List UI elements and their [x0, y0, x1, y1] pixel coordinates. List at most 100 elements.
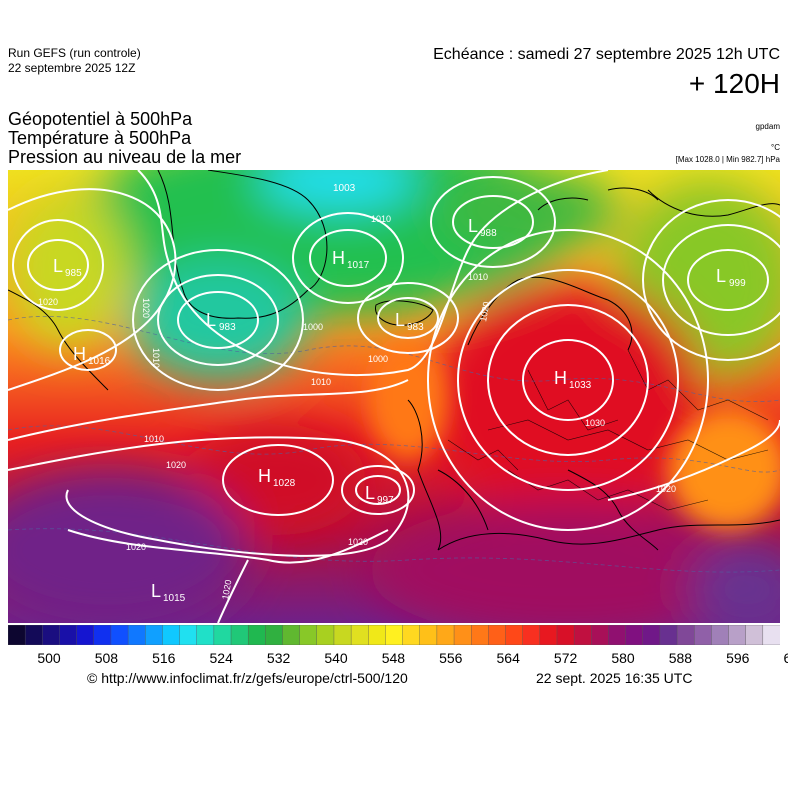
svg-text:L: L — [151, 581, 161, 601]
svg-text:L: L — [468, 216, 478, 236]
credit-url: © http://www.infoclimat.fr/z/gefs/europe… — [87, 670, 408, 686]
labrador-sea-low: L 983 — [206, 310, 236, 333]
biscay-west-low: L 997 — [365, 483, 394, 506]
isobar-label: 1000 — [303, 322, 323, 332]
unit-temperature: °C — [771, 143, 780, 152]
atlantic-high: H 1028 — [258, 466, 296, 489]
svg-text:988: 988 — [480, 228, 497, 239]
colorbar-tick-label: 588 — [668, 650, 693, 666]
colorbar-swatch — [591, 624, 610, 646]
colorbar-swatch — [385, 624, 404, 646]
max-min-pressure: [Max 1028.0 | Min 982.7] hPa — [675, 155, 780, 164]
colorbar-swatch — [93, 624, 112, 646]
svg-text:997: 997 — [377, 495, 394, 506]
svg-text:1017: 1017 — [347, 260, 370, 271]
colorbar-swatch — [694, 624, 713, 646]
svg-text:1016: 1016 — [88, 356, 111, 367]
svg-text:L: L — [206, 310, 216, 330]
colorbar-swatch — [196, 624, 215, 646]
parameter-temperature: Température à 500hPa — [8, 128, 192, 148]
run-title: Run GEFS (run controle) — [8, 46, 141, 60]
colorbar-swatch — [608, 624, 627, 646]
isobar-label: 1020 — [478, 301, 491, 322]
colorbar-tick-label: 532 — [266, 650, 291, 666]
colorbar-tick-label: 604 — [783, 650, 788, 666]
colorbar-tick-label: 596 — [726, 650, 750, 666]
isobar-label: 1020 — [348, 537, 368, 547]
isobar-label: 1030 — [585, 418, 605, 428]
forecast-valid-time: Echéance : samedi 27 septembre 2025 12h … — [433, 46, 780, 63]
isobar-label: 1020 — [656, 484, 676, 494]
svg-text:983: 983 — [219, 322, 236, 333]
colorbar-swatch — [642, 624, 661, 646]
colorbar-swatch — [522, 624, 541, 646]
colorbar-swatch — [659, 624, 678, 646]
svalbard-low: L 988 — [468, 216, 497, 239]
isobar-label: 1010 — [311, 377, 331, 387]
colorbar-tick-label: 564 — [496, 650, 520, 666]
colorbar-swatch — [282, 624, 301, 646]
colorbar-swatch — [247, 624, 267, 646]
colorbar-swatch — [7, 624, 26, 646]
colorbar-swatch — [762, 624, 781, 646]
colorbar-swatch — [179, 624, 198, 646]
colorbar-tick-label: 500 — [37, 650, 61, 666]
colorbar-tick-label: 548 — [381, 650, 406, 666]
colorbar-tick-label: 572 — [553, 650, 578, 666]
temperature-colorbar — [7, 624, 781, 646]
colorbar-swatch — [59, 624, 78, 646]
colorbar-swatch — [162, 624, 181, 646]
colorbar-swatch — [213, 624, 232, 646]
isobar-label: 1020 — [166, 460, 186, 470]
colorbar-tick-label: 508 — [94, 650, 119, 666]
colorbar-swatch — [24, 624, 44, 646]
colorbar-swatch — [471, 624, 490, 646]
isobar-label: 1000 — [368, 354, 388, 364]
colorbar-tick-label: 540 — [324, 650, 348, 666]
svg-text:H: H — [258, 466, 271, 486]
isobar-label: 1020 — [220, 579, 233, 600]
colorbar-swatch — [419, 624, 438, 646]
greenland-west-low: L 985 — [53, 256, 82, 279]
colorbar-swatch — [42, 624, 61, 646]
colorbar-swatch — [625, 624, 644, 646]
weather-map: 1010 1020 1000 1020 1010 1010 1000 1010 … — [8, 170, 780, 623]
svg-text:H: H — [554, 368, 567, 388]
svg-text:1015: 1015 — [163, 593, 186, 604]
isobar-label: 1010 — [144, 434, 164, 444]
colorbar-swatch — [728, 624, 747, 646]
colorbar-tick-label: 580 — [611, 650, 635, 666]
colorbar-tick-label: 556 — [439, 650, 463, 666]
run-date: 22 septembre 2025 12Z — [8, 61, 136, 75]
colorbar-swatch — [368, 624, 387, 646]
colorbar-swatch — [110, 624, 129, 646]
colorbar-swatch — [145, 624, 164, 646]
isobar-label: 1010 — [151, 348, 161, 368]
isobar-label: 1010 — [371, 214, 391, 224]
svg-text:L: L — [53, 256, 63, 276]
isobar-label: 1020 — [126, 542, 146, 552]
colorbar-swatch — [76, 624, 95, 646]
parameter-geopotential: Géopotentiel à 500hPa — [8, 109, 193, 129]
svg-text:1033: 1033 — [569, 380, 592, 391]
svg-text:L: L — [716, 266, 726, 286]
colorbar-swatch — [676, 624, 695, 646]
credit-date: 22 sept. 2025 16:35 UTC — [536, 670, 693, 686]
colorbar-swatch — [350, 624, 369, 646]
isobar-label: 1020 — [141, 298, 151, 318]
svg-text:983: 983 — [407, 322, 424, 333]
colorbar-swatch — [573, 624, 592, 646]
colorbar-swatch — [299, 624, 318, 646]
isobar-label: 1010 — [468, 272, 488, 282]
unit-geopotential: gpdam — [755, 122, 780, 131]
svg-text:1003: 1003 — [333, 183, 356, 194]
svg-text:L: L — [365, 483, 375, 503]
iceland-low: L 983 — [395, 310, 424, 333]
isobars — [8, 170, 780, 623]
colorbar-swatch — [230, 624, 249, 646]
colorbar-swatch — [453, 624, 472, 646]
colorbar-swatch — [127, 624, 146, 646]
colorbar-swatch — [402, 624, 421, 646]
colorbar-swatch — [333, 624, 352, 646]
